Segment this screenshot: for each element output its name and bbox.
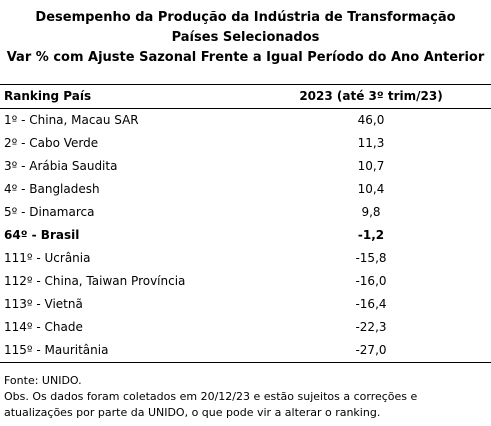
row-value: -16,4: [355, 297, 387, 311]
table-row: 5º - Dinamarca 9,8: [0, 201, 491, 224]
table-header-row: Ranking País 2023 (até 3º trim/23): [0, 85, 491, 109]
title-line-1: Desempenho da Produção da Indústria de T…: [35, 10, 456, 25]
table-row: 115º - Mauritânia -27,0: [0, 339, 491, 362]
row-country: 112º - China, Taiwan Província: [4, 274, 186, 288]
row-country: 113º - Vietnã: [4, 297, 83, 311]
row-country: 64º - Brasil: [4, 228, 80, 242]
row-value: 10,4: [357, 182, 385, 196]
row-value: 9,8: [361, 205, 381, 219]
row-value: -27,0: [355, 343, 387, 357]
row-value: -22,3: [355, 320, 387, 334]
row-country: 5º - Dinamarca: [4, 205, 95, 219]
title-block: Desempenho da Produção da Indústria de T…: [0, 8, 491, 68]
row-country: 115º - Mauritânia: [4, 343, 109, 357]
row-country: 111º - Ucrânia: [4, 251, 91, 265]
table-row: 111º - Ucrânia -15,8: [0, 247, 491, 270]
source-note: Fonte: UNIDO.: [4, 374, 82, 387]
row-country: 2º - Cabo Verde: [4, 136, 99, 150]
row-value: 10,7: [357, 159, 385, 173]
row-value: 46,0: [357, 113, 385, 127]
title-line-2: Países Selecionados: [171, 30, 320, 45]
obs-note-line-1: Obs. Os dados foram coletados em 20/12/2…: [4, 390, 418, 403]
row-value: -1,2: [357, 228, 385, 242]
notes: Fonte: UNIDO. Obs. Os dados foram coleta…: [4, 373, 488, 421]
row-value: -15,8: [355, 251, 387, 265]
table-row: 3º - Arábia Saudita 10,7: [0, 155, 491, 178]
title-line-3: Var % com Ajuste Sazonal Frente a Igual …: [6, 50, 485, 65]
row-country: 4º - Bangladesh: [4, 182, 100, 196]
table-row: 1º - China, Macau SAR 46,0: [0, 109, 491, 132]
table-row: 64º - Brasil -1,2: [0, 224, 491, 247]
table-bottom-rule: [0, 362, 491, 363]
table-row: 114º - Chade -22,3: [0, 316, 491, 339]
table-row: 113º - Vietnã -16,4: [0, 293, 491, 316]
row-country: 1º - China, Macau SAR: [4, 113, 139, 127]
obs-note-line-2: atualizações por parte da UNIDO, o que p…: [4, 406, 381, 419]
header-country: Ranking País: [4, 89, 92, 103]
row-value: -16,0: [355, 274, 387, 288]
table-body: 1º - China, Macau SAR 46,0 2º - Cabo Verde…: [0, 109, 491, 362]
table-row: 112º - China, Taiwan Província -16,0: [0, 270, 491, 293]
table-row: 2º - Cabo Verde 11,3: [0, 132, 491, 155]
row-country: 3º - Arábia Saudita: [4, 159, 118, 173]
row-country: 114º - Chade: [4, 320, 83, 334]
header-value: 2023 (até 3º trim/23): [299, 89, 443, 103]
row-value: 11,3: [357, 136, 385, 150]
table-row: 4º - Bangladesh 10,4: [0, 178, 491, 201]
ranking-table: Ranking País 2023 (até 3º trim/23) 1º - …: [0, 84, 491, 363]
